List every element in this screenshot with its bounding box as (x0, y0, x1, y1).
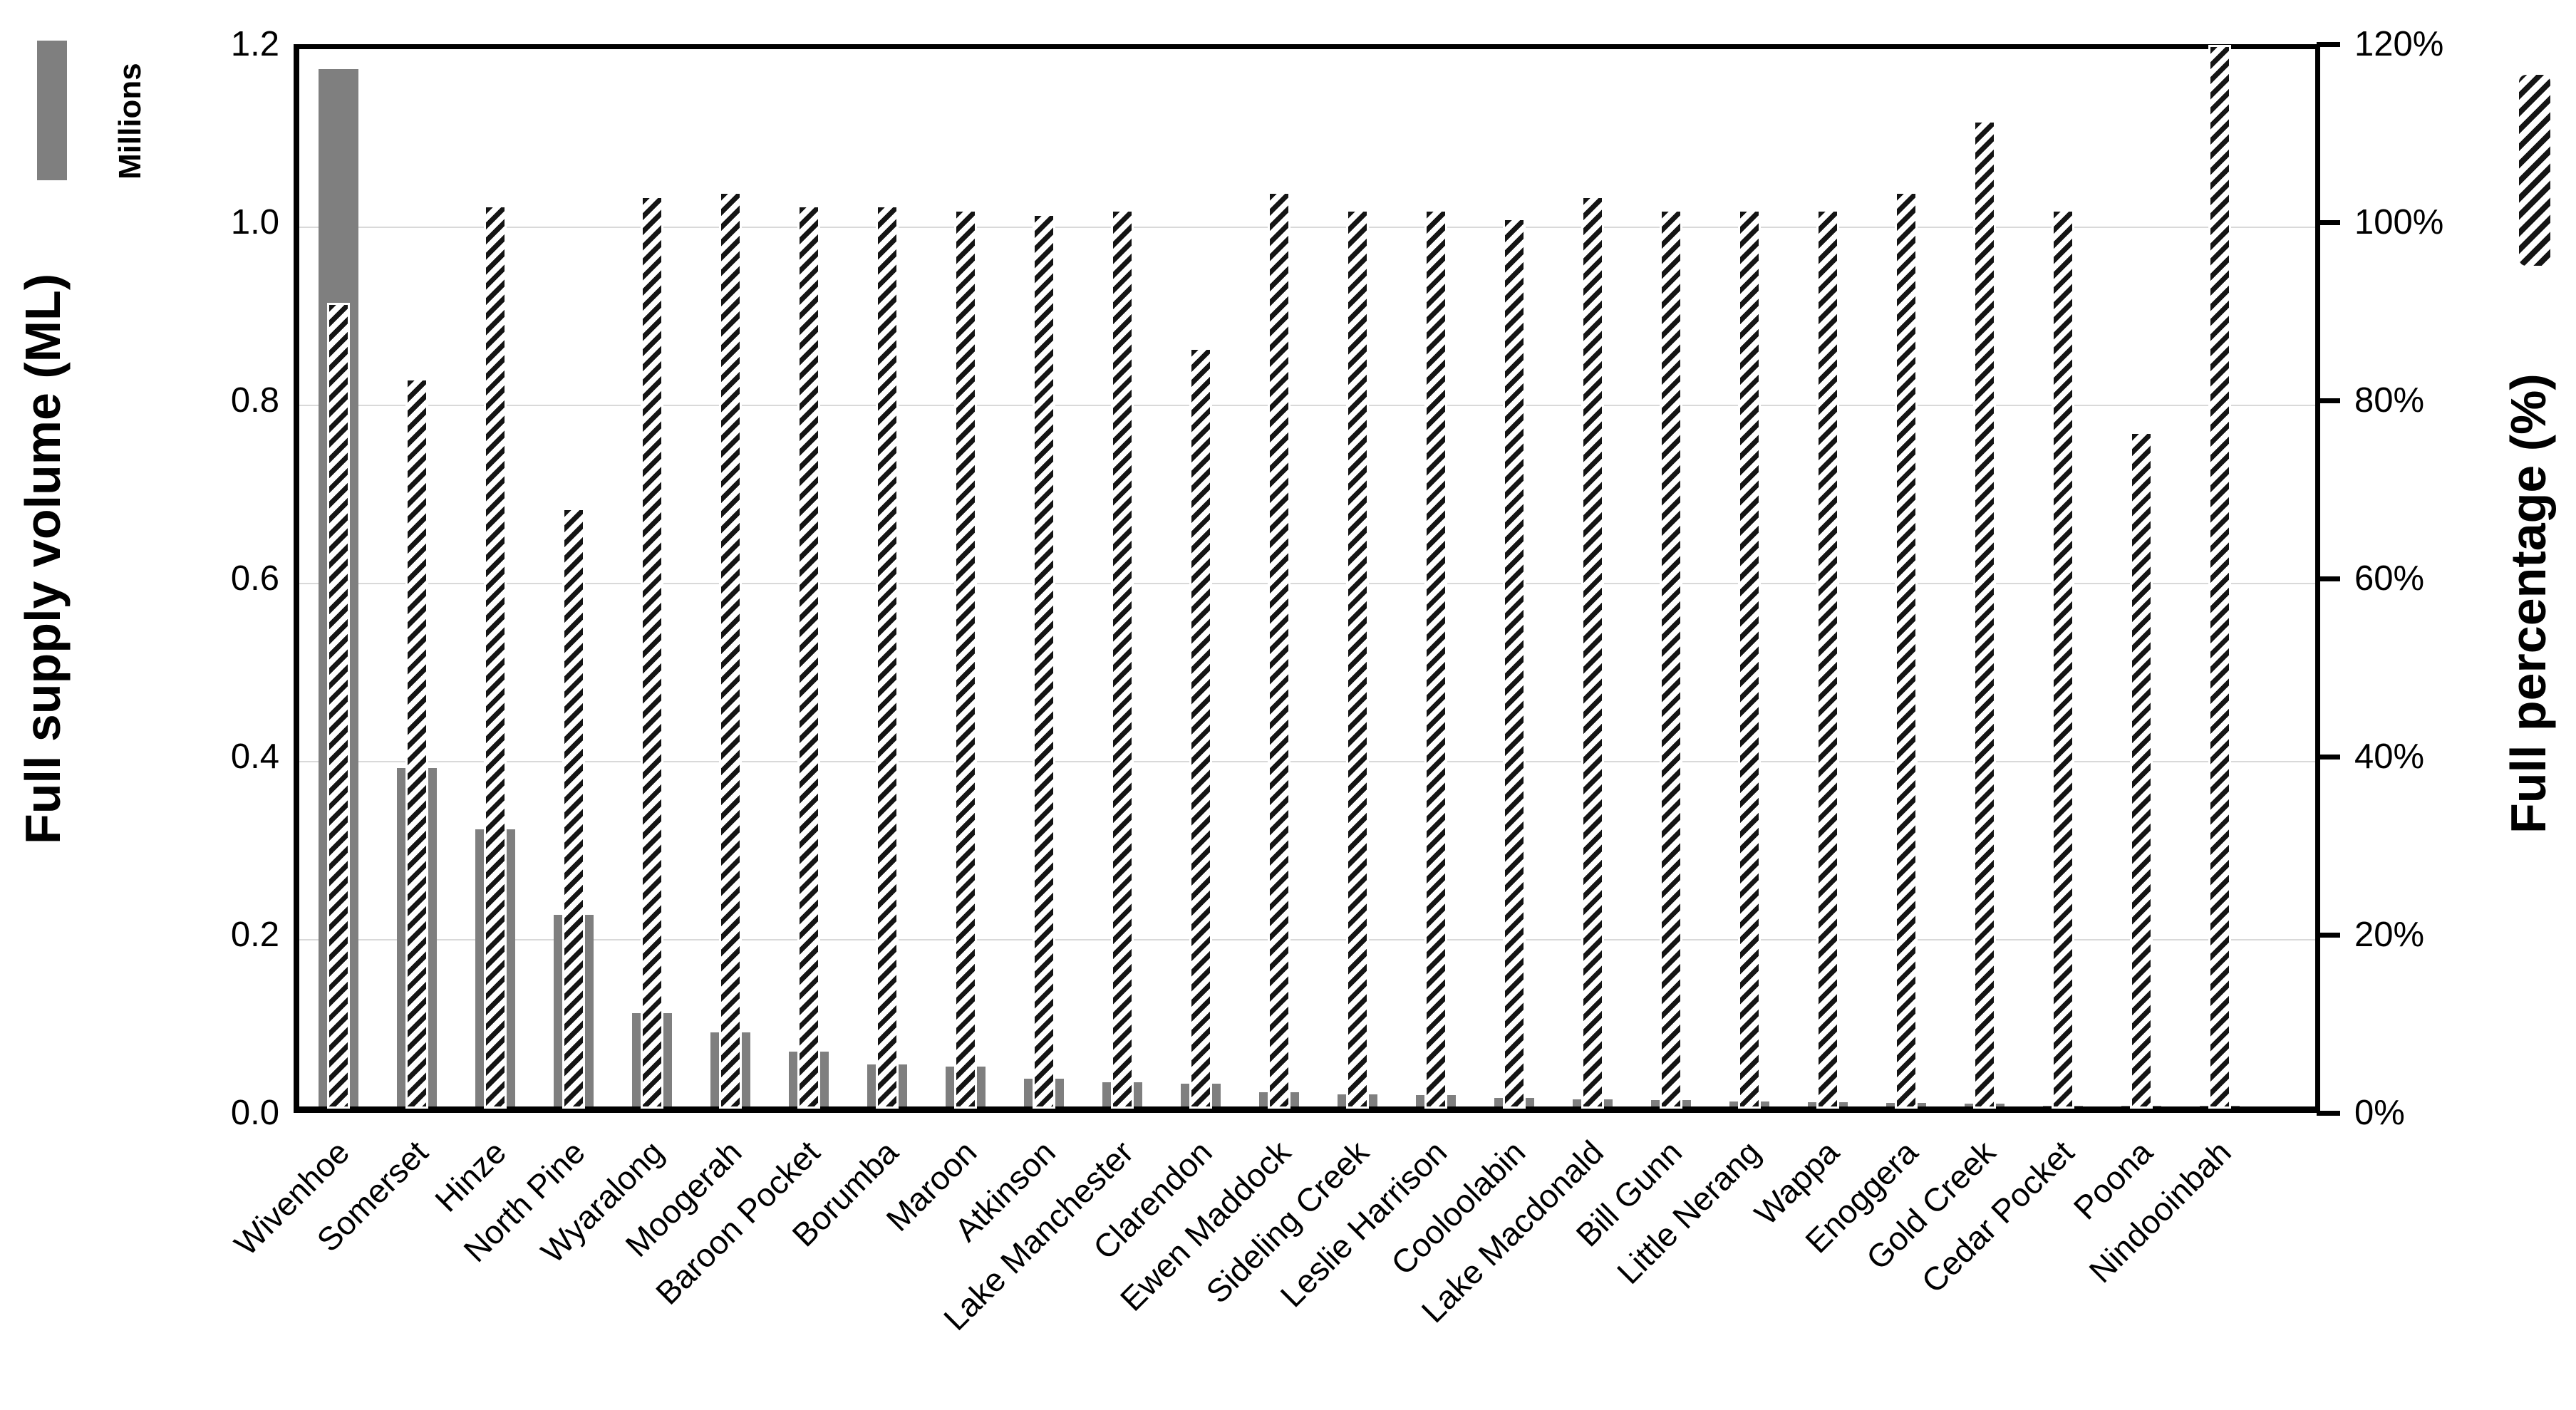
y-axis-tick-mark-right (2317, 1111, 2340, 1116)
percentage-bar (1740, 211, 1759, 1106)
percentage-bar (1583, 198, 1602, 1106)
category-slot (1632, 49, 1710, 1106)
gridline (299, 939, 2315, 940)
y-axis-tick-mark-right (2317, 220, 2340, 225)
category-slot (1318, 49, 1397, 1106)
category-slot (691, 49, 770, 1106)
category-slot (1710, 49, 1789, 1106)
percentage-bar (1270, 193, 1288, 1106)
left-axis-units-label: Millions (113, 63, 148, 180)
y-axis-tick-label-right: 20% (2354, 916, 2425, 954)
category-slot (2102, 49, 2181, 1106)
category-slot (456, 49, 534, 1106)
left-axis-title: Full supply volume (ML) (15, 273, 71, 844)
y-axis-tick-label-right: 80% (2354, 381, 2425, 420)
percentage-bar (1505, 220, 1524, 1106)
percentage-bar (956, 211, 975, 1106)
category-slot (613, 49, 691, 1106)
y-axis-tick-mark-right (2317, 576, 2340, 581)
percentage-bar (1819, 211, 1837, 1106)
y-axis-tick-mark-right (2317, 755, 2340, 760)
percentage-bar (1427, 211, 1445, 1106)
percentage-bar (721, 193, 740, 1106)
y-axis-tick-label-right: 40% (2354, 737, 2425, 776)
gridline (299, 583, 2315, 584)
category-slot (1397, 49, 1475, 1106)
percentage-bar (1897, 193, 1915, 1106)
category-slot (299, 49, 378, 1106)
category-slot (1083, 49, 1162, 1106)
category-slot (1867, 49, 1945, 1106)
category-slot (1789, 49, 1867, 1106)
y-axis-tick-mark-right (2317, 42, 2340, 47)
category-slot (1162, 49, 1240, 1106)
category-slot (1240, 49, 1318, 1106)
percentage-bar (643, 198, 661, 1106)
percentage-bar (800, 207, 818, 1106)
category-slot (534, 49, 613, 1106)
percentage-bar (1348, 211, 1367, 1106)
y-axis-tick-mark-right (2317, 933, 2340, 938)
y-axis-tick-label-left: 0.4 (230, 737, 279, 776)
category-slot (2181, 46, 2259, 1106)
plot-area (294, 44, 2320, 1113)
category-slot (1475, 49, 1553, 1106)
y-axis-tick-label-left: 0.8 (230, 381, 279, 420)
category-slot (926, 49, 1005, 1106)
percentage-bar (2132, 434, 2151, 1106)
gridline (299, 405, 2315, 406)
category-slot (1005, 49, 1083, 1106)
percentage-bar (1191, 349, 1210, 1106)
percentage-bar (2054, 211, 2072, 1106)
y-axis-tick-label-left: 0.0 (230, 1094, 279, 1132)
category-slot (2024, 49, 2102, 1106)
category-slot (1553, 49, 1632, 1106)
percentage-bar (2210, 46, 2229, 1106)
y-axis-tick-label-right: 100% (2354, 203, 2444, 242)
y-axis-tick-label-left: 1.0 (230, 203, 279, 242)
category-slot (770, 49, 848, 1106)
category-slot (848, 49, 926, 1106)
y-axis-tick-label-right: 120% (2354, 25, 2444, 63)
percentage-bar (878, 207, 896, 1106)
percentage-bar (486, 207, 505, 1106)
y-axis-tick-label-right: 0% (2354, 1094, 2405, 1132)
y-axis-tick-mark-right (2317, 398, 2340, 403)
percentage-bar (1113, 211, 1132, 1106)
y-axis-tick-label-left: 0.2 (230, 916, 279, 954)
category-slot (378, 49, 456, 1106)
gridline (299, 227, 2315, 228)
percentage-bar (564, 509, 583, 1106)
y-axis-tick-label-right: 60% (2354, 559, 2425, 598)
percentage-bar (329, 305, 348, 1106)
volume-series-legend-swatch (37, 41, 67, 180)
percentage-series-legend-swatch (2519, 75, 2550, 266)
gridline (299, 761, 2315, 762)
percentage-bar (1662, 211, 1680, 1106)
percentage-bar (1975, 122, 1994, 1106)
y-axis-tick-label-left: 1.2 (230, 25, 279, 63)
percentage-bar (408, 380, 426, 1106)
y-axis-tick-label-left: 0.6 (230, 559, 279, 598)
category-slot (1945, 49, 2024, 1106)
percentage-bar (1035, 216, 1053, 1106)
